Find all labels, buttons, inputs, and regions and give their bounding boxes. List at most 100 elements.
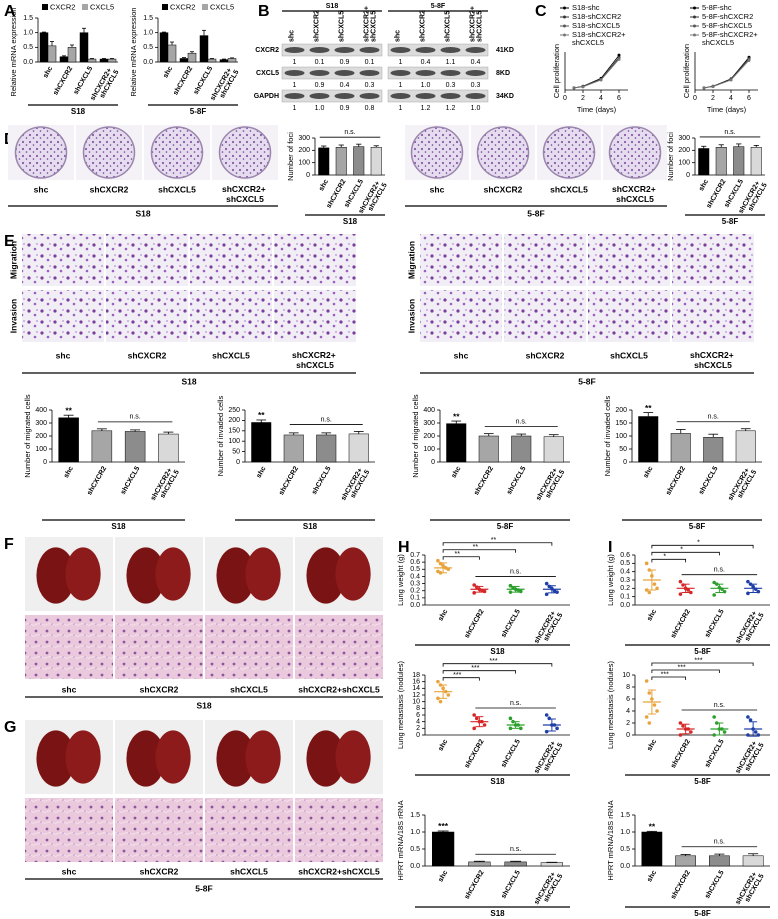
column-label: shc bbox=[56, 350, 71, 360]
y-tick-label: 6 bbox=[416, 712, 420, 719]
blot-band bbox=[390, 70, 411, 76]
lung-lobe bbox=[335, 547, 371, 601]
column-label: shc bbox=[62, 866, 77, 876]
y-axis-label: HPRT mRNA/18S rRNA bbox=[396, 800, 405, 880]
size-label: 34KD bbox=[496, 93, 514, 100]
histology-image bbox=[295, 798, 383, 862]
data-point bbox=[436, 679, 440, 684]
significance-bracket bbox=[442, 542, 553, 546]
legend-marker bbox=[693, 24, 696, 28]
legend-swatch bbox=[42, 4, 48, 10]
category-label: shCXCR2 bbox=[665, 465, 687, 496]
x-axis-label: S18 bbox=[343, 217, 358, 226]
data-point bbox=[756, 589, 761, 594]
data-point bbox=[647, 691, 652, 695]
data-point bbox=[746, 715, 750, 719]
data-point bbox=[748, 718, 753, 722]
category-label: shc bbox=[42, 65, 54, 79]
panel-letter: B bbox=[258, 3, 270, 20]
blot-band bbox=[415, 93, 436, 99]
bar bbox=[733, 146, 745, 176]
blot-group: S18 bbox=[326, 3, 339, 10]
y-tick-label: 10 bbox=[412, 699, 420, 706]
band-ratio: 1 bbox=[399, 105, 403, 112]
bar bbox=[715, 147, 727, 176]
legend-marker bbox=[693, 15, 696, 19]
bar bbox=[107, 58, 117, 63]
histology-image bbox=[115, 798, 203, 862]
category-label: shc bbox=[646, 738, 658, 752]
lane-label: shCXCR2 bbox=[313, 10, 320, 42]
data-point bbox=[555, 590, 559, 594]
y-tick-label: 0.0 bbox=[23, 59, 33, 66]
y-tick-label: 1.0 bbox=[23, 30, 33, 37]
legend-label: S18-shCXCL5 bbox=[572, 21, 620, 30]
y-axis-label: Number of foci bbox=[286, 132, 295, 181]
bar bbox=[283, 434, 304, 463]
y-axis-label: Cell proliferation bbox=[552, 44, 561, 98]
y-tick-label: 18 bbox=[412, 672, 420, 679]
column-label: shc bbox=[34, 184, 49, 194]
category-label: shc bbox=[437, 738, 449, 752]
lung-lobe bbox=[306, 547, 346, 604]
y-tick-label: 0.0 bbox=[620, 602, 630, 609]
series-line bbox=[573, 58, 620, 89]
data-point bbox=[519, 589, 523, 594]
y-axis-label: Number of invaded cells bbox=[603, 396, 612, 477]
significance-bracket bbox=[442, 556, 480, 560]
blot-band bbox=[415, 47, 436, 53]
data-point bbox=[472, 591, 476, 595]
y-tick-label: 0.5 bbox=[410, 846, 420, 853]
y-tick-label: 0 bbox=[236, 459, 240, 466]
category-label: shc bbox=[646, 869, 658, 883]
blot-band bbox=[440, 93, 461, 99]
band-ratio: 1.2 bbox=[421, 105, 431, 112]
significance-label: n.s. bbox=[714, 567, 725, 574]
lane-label: shCXCR2 bbox=[419, 10, 426, 42]
blot-band bbox=[465, 70, 486, 76]
bar bbox=[353, 146, 365, 176]
dish bbox=[542, 126, 596, 179]
y-tick-label: 0.3 bbox=[620, 577, 630, 584]
column-label: shCXCR2+ shCXCL5 bbox=[292, 350, 338, 370]
data-point bbox=[519, 726, 523, 731]
category-label: shCXCR2+ shCXCL5 bbox=[734, 608, 765, 648]
y-tick-label: 0.2 bbox=[620, 585, 630, 592]
band-ratio: 0.4 bbox=[471, 59, 481, 66]
significance-label: * bbox=[663, 554, 666, 561]
bar bbox=[735, 430, 756, 463]
data-point bbox=[544, 729, 549, 734]
band-ratio: 1.0 bbox=[421, 82, 431, 89]
data-point bbox=[753, 730, 758, 734]
blot-band bbox=[284, 93, 305, 99]
data-point bbox=[652, 703, 657, 707]
bar bbox=[179, 58, 189, 63]
point-marker bbox=[617, 57, 621, 61]
band-ratio: 1.1 bbox=[446, 59, 456, 66]
category-label: shc bbox=[318, 178, 330, 192]
dish bbox=[410, 126, 464, 179]
lung-lobe bbox=[126, 730, 166, 787]
y-axis-label: Cell proliferation bbox=[682, 44, 691, 98]
y-tick-label: 0.6 bbox=[620, 552, 630, 559]
group-label: S18 bbox=[196, 700, 211, 710]
data-point bbox=[712, 580, 716, 585]
column-label: shc bbox=[62, 684, 77, 694]
group-label: S18 bbox=[135, 208, 150, 218]
category-label: shCXCR2+ shCXCL5 bbox=[533, 869, 564, 909]
column-label: shCXCL5 bbox=[212, 350, 250, 360]
cell-image bbox=[504, 234, 586, 286]
dish bbox=[150, 126, 204, 179]
panel-letter: A bbox=[4, 3, 16, 20]
blot-band bbox=[284, 70, 305, 76]
group-label: S18 bbox=[181, 376, 196, 386]
cell-image bbox=[22, 290, 104, 342]
y-tick-label: 0.1 bbox=[410, 595, 420, 602]
lane-label: shCXCL5 bbox=[338, 11, 345, 42]
y-axis-label: Lung weight (g) bbox=[396, 554, 405, 606]
significance-label: *** bbox=[489, 658, 497, 665]
y-tick-label: 0.0 bbox=[143, 59, 153, 66]
data-point bbox=[508, 590, 513, 594]
x-axis-label: S18 bbox=[303, 522, 318, 531]
lung-lobe bbox=[216, 730, 256, 787]
